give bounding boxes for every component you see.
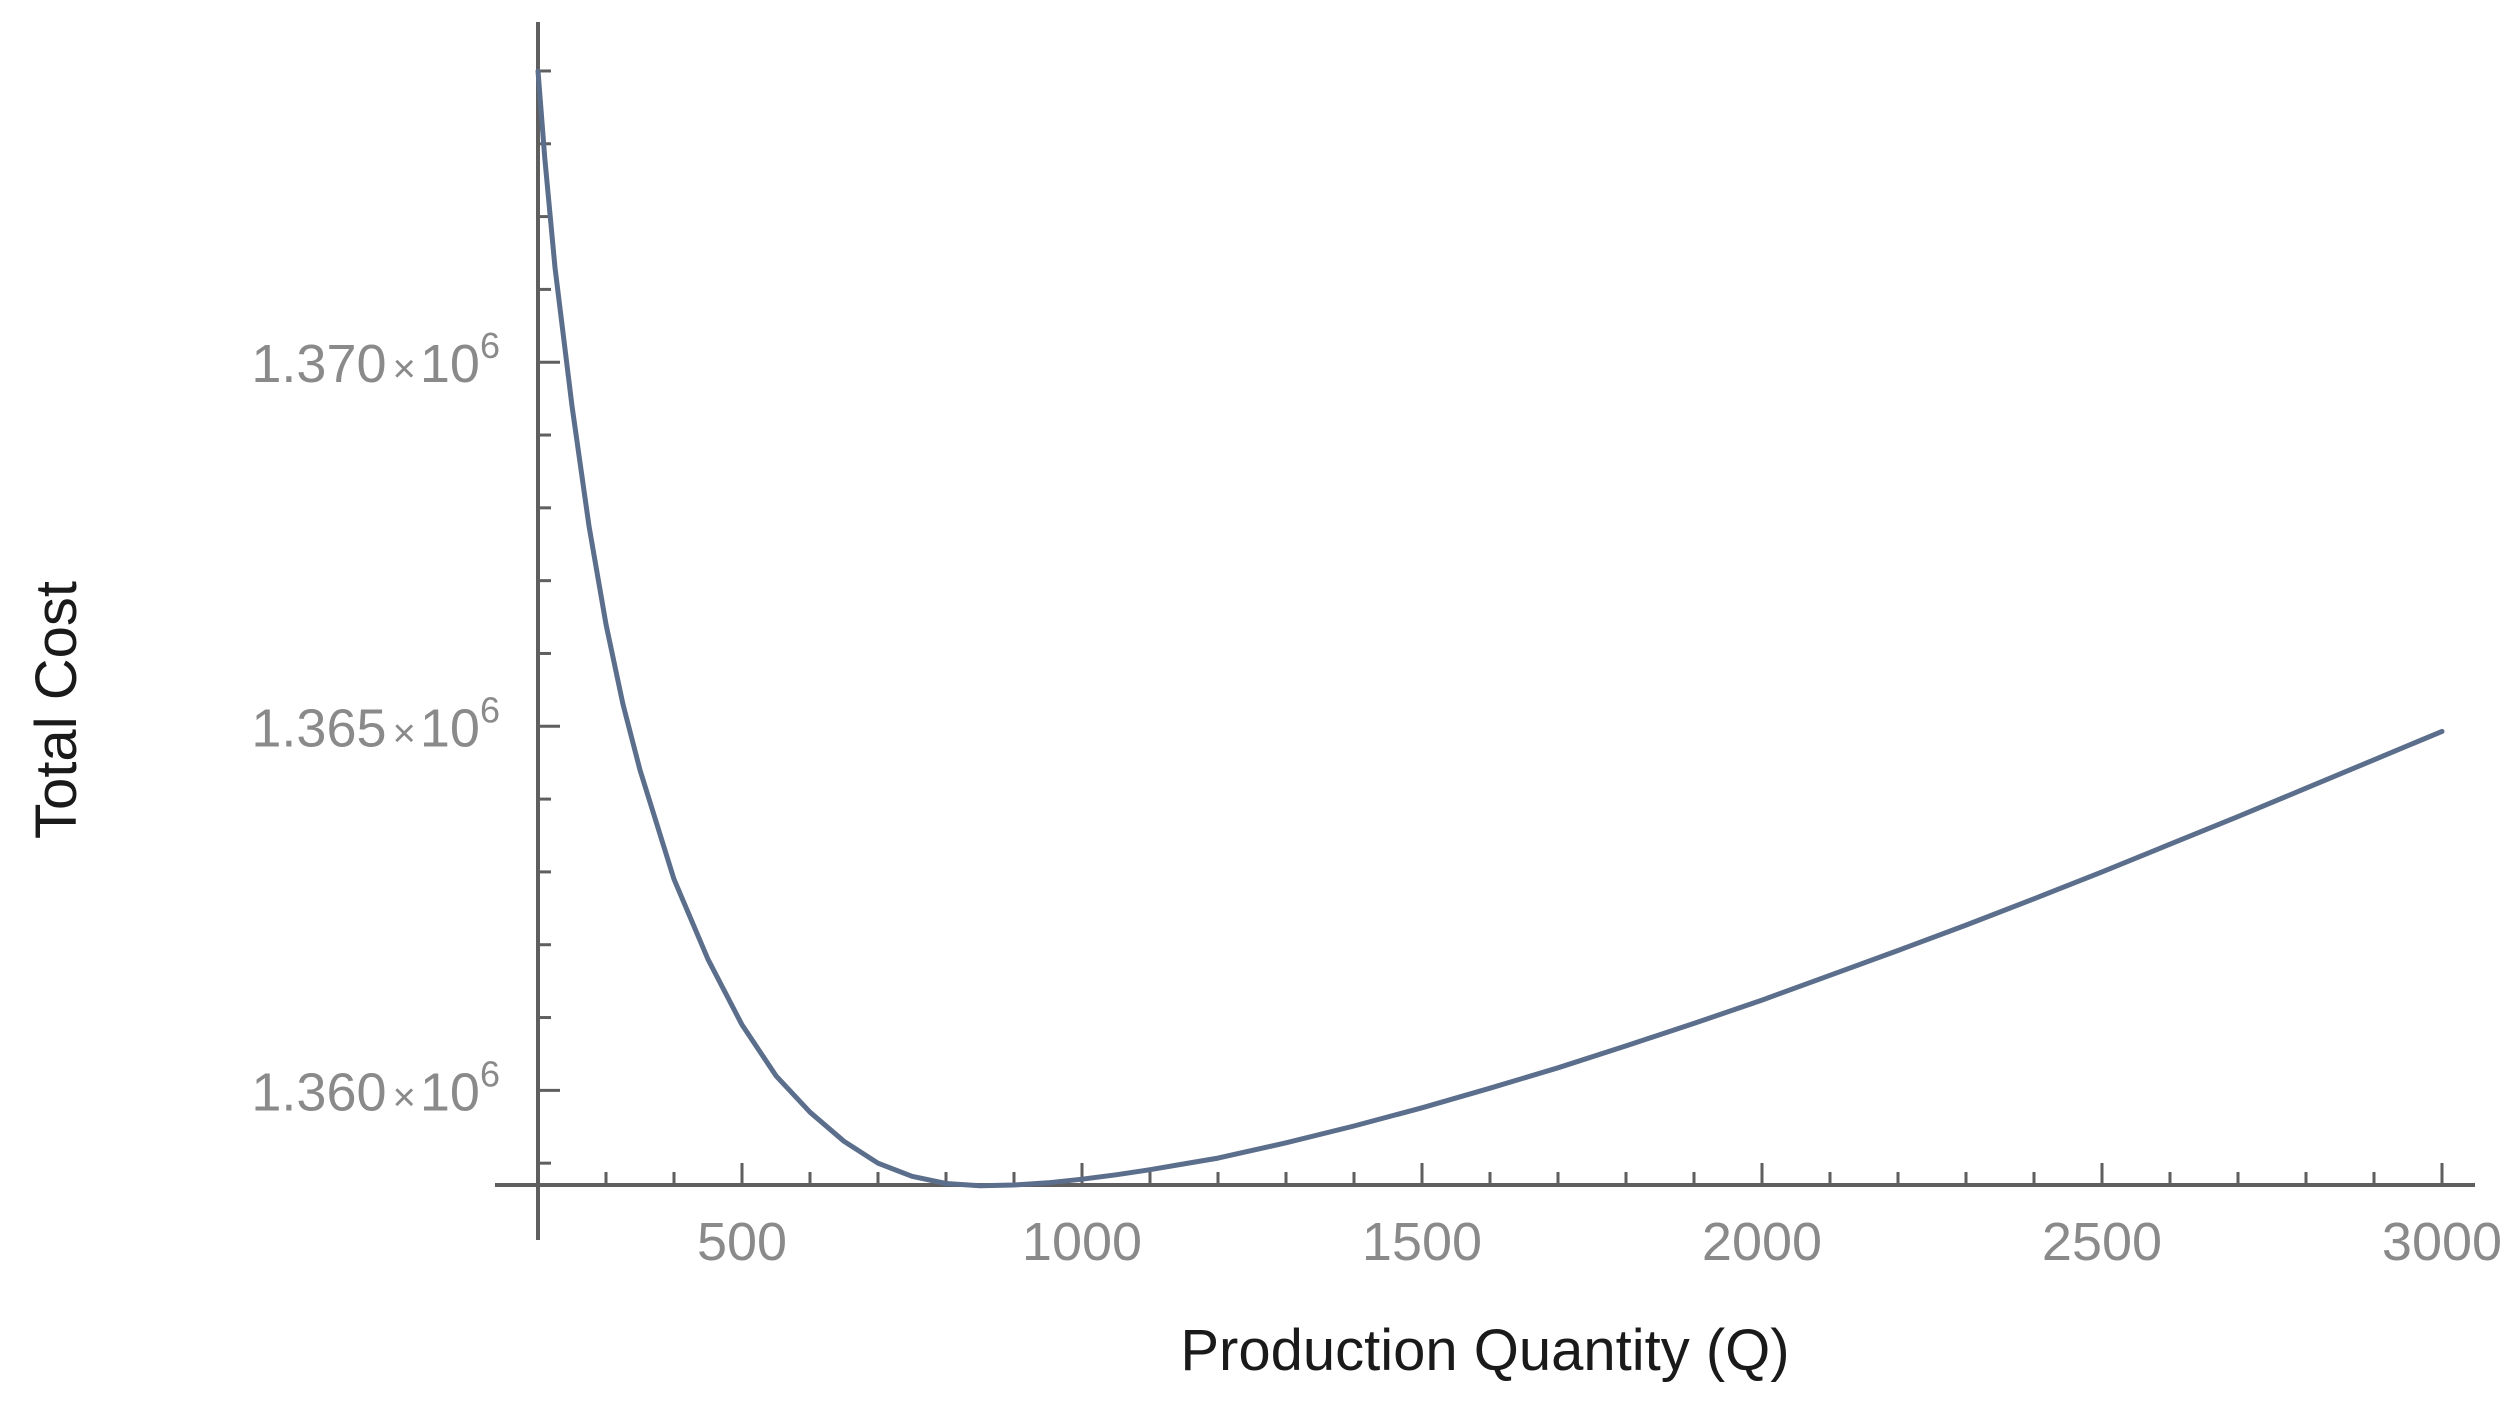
series-line xyxy=(535,68,2445,1189)
x-axis-ticks xyxy=(604,1163,2444,1185)
x-tick-label: 3000 xyxy=(2382,1212,2502,1272)
x-tick-label: 500 xyxy=(697,1212,787,1272)
series-layer xyxy=(535,68,2445,1189)
x-axis-title: Production Quantity (Q) xyxy=(1180,1318,1789,1383)
x-tick-label: 2500 xyxy=(2042,1212,2162,1272)
y-axis-title: Total Cost xyxy=(24,581,89,839)
x-tick-label: 1000 xyxy=(1022,1212,1142,1272)
y-tick-label: 1.365 ×106 xyxy=(251,689,500,758)
y-tick-label: 1.370 ×106 xyxy=(251,325,500,394)
y-tick-label: 1.360 ×106 xyxy=(251,1053,500,1122)
y-tick-labels: 1.360 ×106 1.365 ×106 1.370 ×106 xyxy=(251,325,500,1122)
x-tick-labels: 500 1000 1500 2000 2500 3000 xyxy=(697,1212,2502,1272)
x-tick-label: 2000 xyxy=(1702,1212,1822,1272)
x-tick-label: 1500 xyxy=(1362,1212,1482,1272)
y-axis-ticks xyxy=(538,69,560,1165)
